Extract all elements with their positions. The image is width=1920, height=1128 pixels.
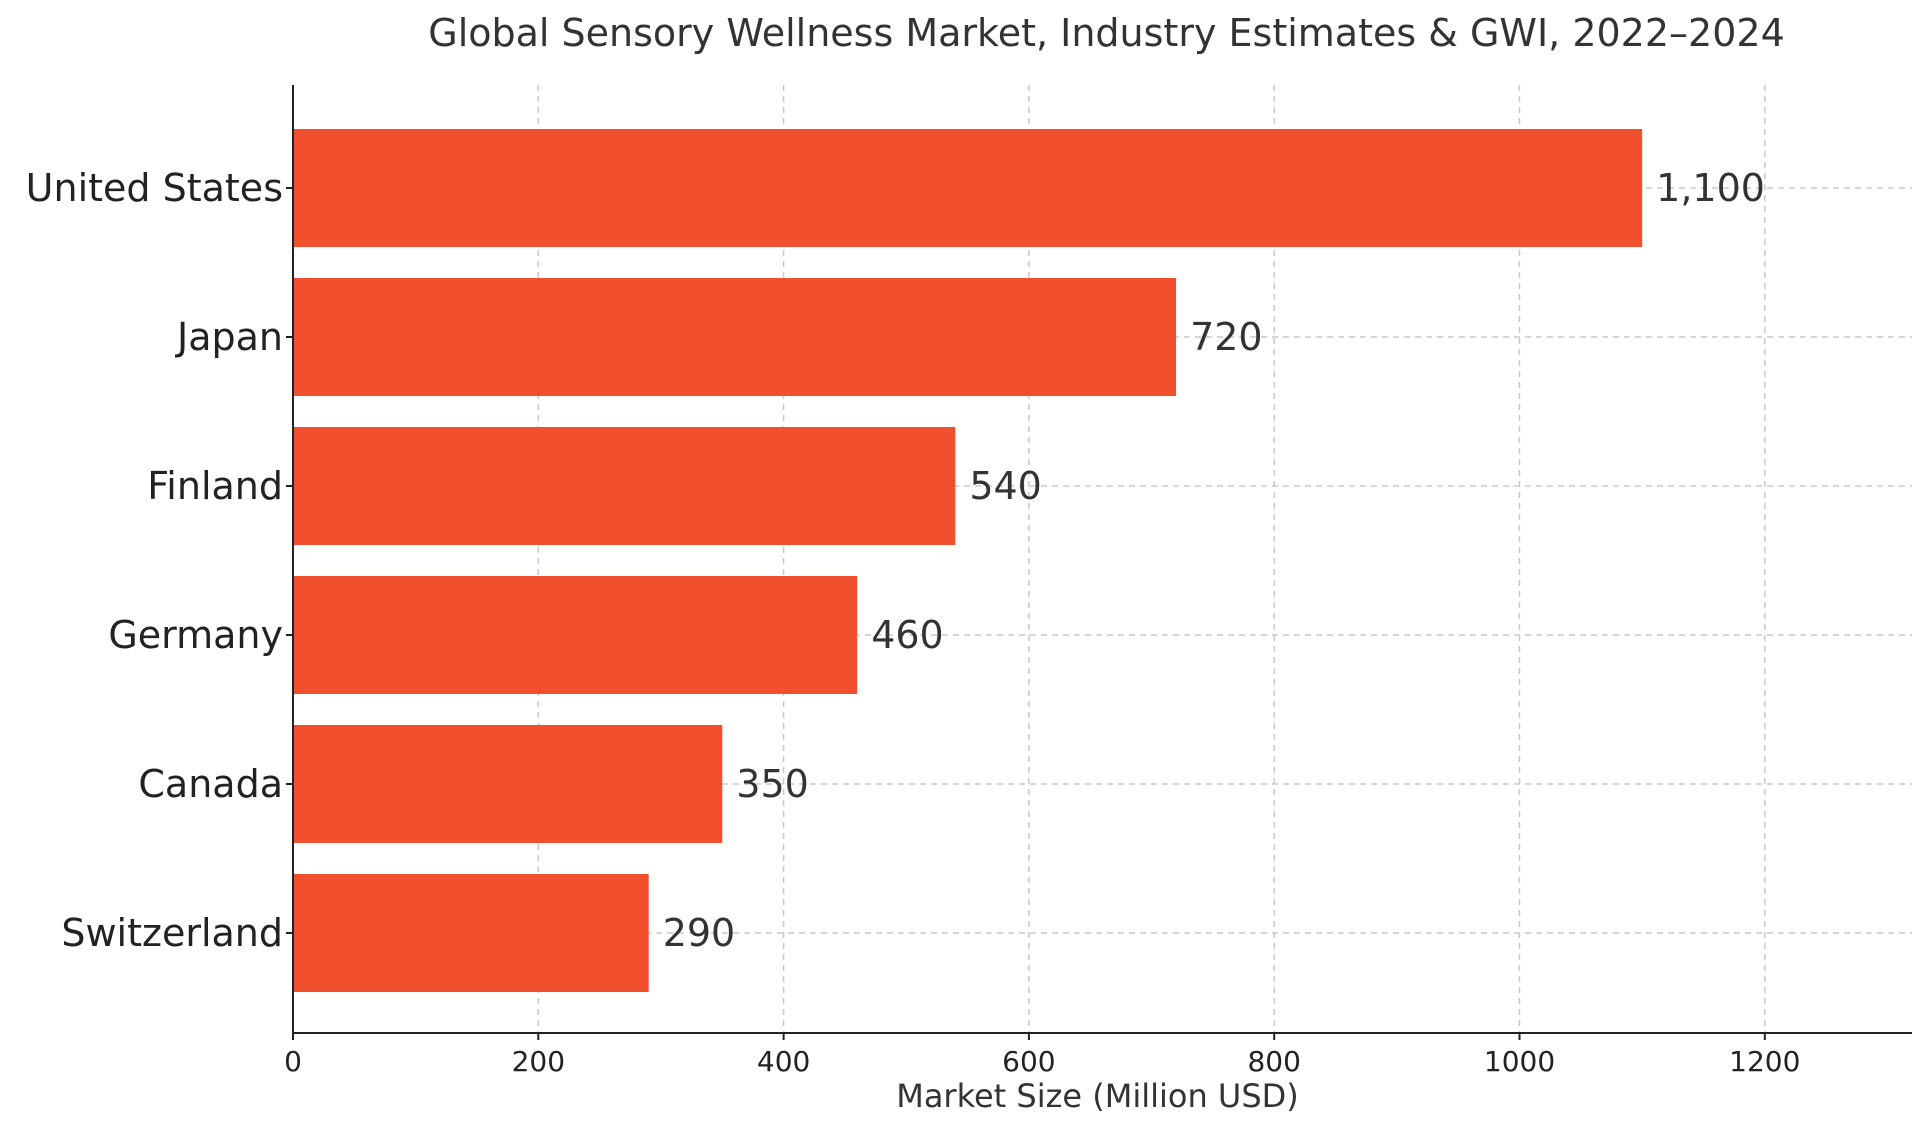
y-tick-label: United States	[26, 166, 283, 210]
data-labels: 1,100 720 540 460 350 290	[663, 166, 1765, 955]
x-tick-label: 1200	[1729, 1045, 1800, 1078]
x-axis-label: Market Size (Million USD)	[896, 1077, 1299, 1115]
y-tick-label: Switzerland	[61, 911, 283, 955]
x-tick-label: 200	[512, 1045, 565, 1078]
y-tick-label: Finland	[147, 464, 283, 508]
bars	[293, 129, 1643, 992]
bar-japan	[293, 278, 1177, 396]
x-tick-label: 400	[757, 1045, 810, 1078]
data-label: 1,100	[1656, 166, 1765, 210]
bar-finland	[293, 427, 956, 545]
data-label: 540	[969, 464, 1042, 508]
data-label: 350	[736, 762, 809, 806]
x-tick-label: 0	[284, 1045, 302, 1078]
data-label: 290	[663, 911, 736, 955]
x-tick-labels: 0 200 400 600 800 1000 1200	[284, 1045, 1800, 1078]
bar-germany	[293, 576, 858, 694]
data-label: 720	[1190, 315, 1263, 359]
chart-title: Global Sensory Wellness Market, Industry…	[428, 11, 1785, 55]
y-tick-labels: United States Japan Finland Germany Canada Sw…	[26, 166, 283, 955]
x-tick-label: 800	[1247, 1045, 1300, 1078]
bar-united-states	[293, 129, 1643, 247]
data-label: 460	[871, 613, 944, 657]
y-tick-label: Japan	[175, 315, 283, 359]
x-tick-label: 1000	[1484, 1045, 1555, 1078]
axes	[286, 85, 1912, 1040]
bar-canada	[293, 725, 723, 843]
y-tick-label: Canada	[138, 762, 283, 806]
y-tick-label: Germany	[108, 613, 283, 657]
x-tick-label: 600	[1002, 1045, 1055, 1078]
bar-switzerland	[293, 874, 649, 992]
